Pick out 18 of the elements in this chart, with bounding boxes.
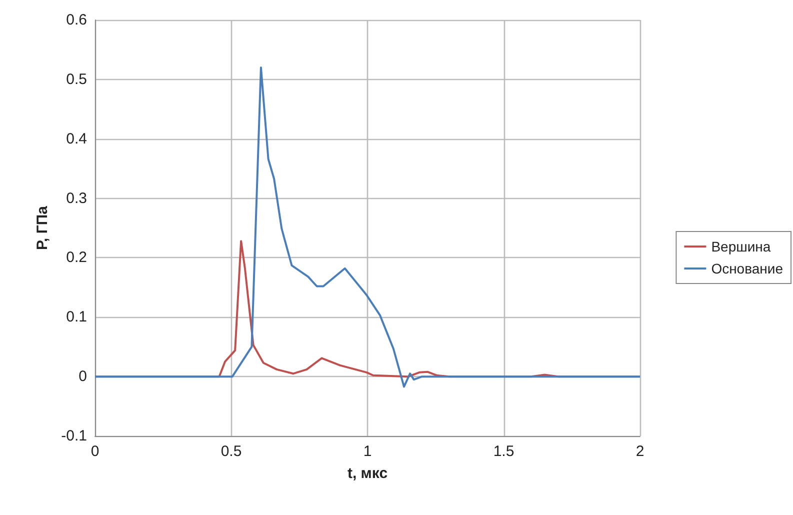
y-tick-label: 0.4 bbox=[66, 130, 87, 148]
y-tick-label: 0.3 bbox=[66, 190, 87, 207]
y-tick-label: 0.2 bbox=[66, 249, 87, 266]
y-tick-label: 0.6 bbox=[66, 12, 87, 28]
legend-label: Вершина bbox=[711, 238, 771, 254]
x-tick-label: 0 bbox=[90, 443, 100, 460]
y-tick-label: 0.5 bbox=[66, 70, 87, 88]
y-tick-label: -0.1 bbox=[61, 428, 87, 444]
y-axis-title: P, ГПа bbox=[34, 205, 51, 250]
x-tick-label: 0.5 bbox=[220, 443, 242, 460]
y-tick-label: 0.1 bbox=[66, 308, 87, 326]
legend-label: Основание bbox=[711, 260, 784, 276]
x-tick-label: 1.5 bbox=[493, 443, 514, 460]
x-tick-label: 1 bbox=[363, 443, 372, 460]
y-tick-label: 0 bbox=[78, 368, 87, 386]
x-tick-label: 2 bbox=[636, 443, 644, 460]
x-axis-title: t, мкс bbox=[347, 465, 388, 482]
line-series bbox=[94, 66, 641, 388]
